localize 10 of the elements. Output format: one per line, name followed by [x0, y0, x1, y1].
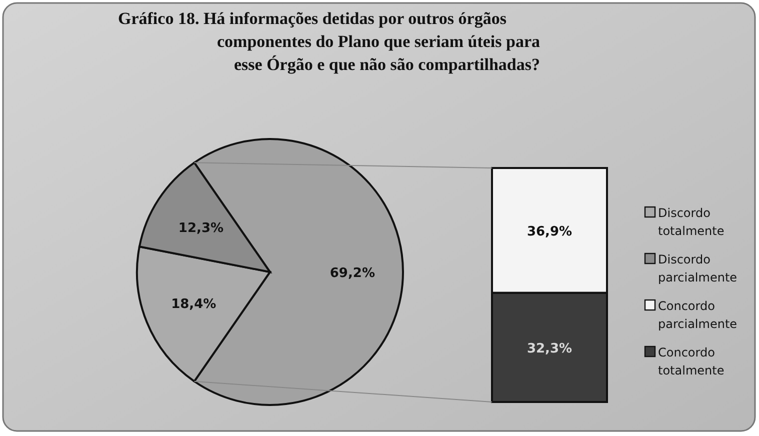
chart-title: Gráfico 18. Há informações detidas por outros órgãos componentes do Plano que seriam úteis para esse Órgão e que não são compartilhadas?: [118, 9, 540, 74]
data-label: 12,3%: [178, 220, 224, 236]
legend-label: Discordo parcialmente: [658, 252, 738, 284]
data-label: 69,2%: [330, 266, 376, 281]
text: Concordo totalmente: [658, 346, 724, 378]
text: Concordo parcialmente: [658, 299, 738, 331]
legend-label: Discordo totalmente: [658, 206, 724, 238]
data-label: 18,4%: [171, 297, 216, 312]
data-label: 36,9%: [526, 224, 572, 240]
data-label: 32,3%: [526, 341, 572, 356]
